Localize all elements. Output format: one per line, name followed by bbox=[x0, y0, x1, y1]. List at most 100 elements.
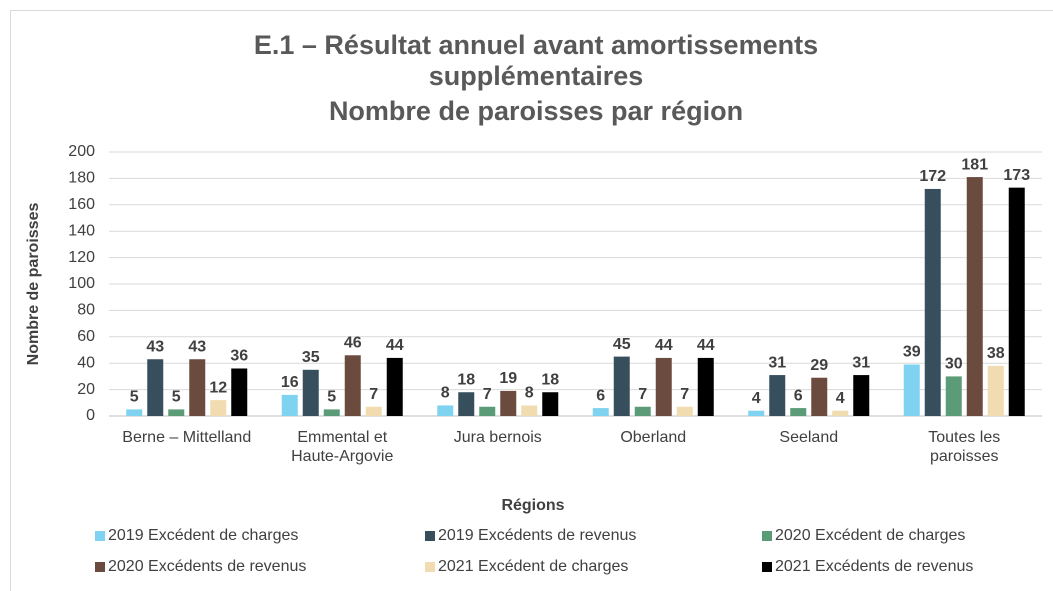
legend-label: 2021 Excédent de charges bbox=[438, 558, 628, 575]
bar bbox=[231, 368, 248, 416]
bar bbox=[966, 177, 983, 416]
legend-swatch bbox=[95, 562, 105, 572]
y-tick-label: 60 bbox=[77, 328, 95, 345]
bar bbox=[613, 356, 630, 416]
data-label: 46 bbox=[344, 334, 362, 351]
data-label: 12 bbox=[209, 379, 227, 396]
bar bbox=[748, 410, 765, 416]
y-tick-label: 100 bbox=[68, 275, 95, 292]
data-label: 18 bbox=[457, 371, 475, 388]
legend-swatch bbox=[425, 562, 435, 572]
y-tick-label: 80 bbox=[77, 302, 95, 319]
y-tick-label: 20 bbox=[77, 381, 95, 398]
bar bbox=[210, 400, 227, 416]
x-tick-label: Berne – Mittelland bbox=[122, 429, 252, 446]
data-label: 45 bbox=[613, 336, 631, 353]
bar bbox=[521, 405, 538, 416]
bar bbox=[987, 365, 1004, 416]
data-label: 19 bbox=[499, 370, 517, 387]
data-label: 7 bbox=[483, 386, 492, 403]
bar bbox=[769, 375, 786, 416]
bar bbox=[500, 390, 517, 416]
data-label: 5 bbox=[130, 389, 139, 406]
legend-swatch bbox=[95, 531, 105, 541]
data-label: 4 bbox=[836, 390, 845, 407]
chart-subtitle: Nombre de paroisses par région bbox=[328, 96, 744, 126]
data-label: 7 bbox=[638, 386, 647, 403]
data-label: 31 bbox=[852, 354, 870, 371]
chart-border bbox=[10, 10, 1053, 591]
legend-label: 2019 Excédents de revenus bbox=[438, 527, 636, 544]
bar bbox=[592, 408, 609, 416]
chart-title: E.1 – Résultat annuel avant amortissemen… bbox=[253, 30, 819, 91]
bar bbox=[365, 406, 382, 416]
bar bbox=[542, 392, 559, 416]
data-label: 29 bbox=[810, 357, 828, 374]
legend-label: 2020 Excédents de revenus bbox=[108, 558, 306, 575]
legend-label: 2020 Excédent de charges bbox=[775, 527, 965, 544]
data-label: 44 bbox=[655, 337, 673, 354]
data-label: 16 bbox=[281, 374, 299, 391]
data-label: 30 bbox=[945, 356, 963, 373]
bar bbox=[458, 392, 475, 416]
data-label: 8 bbox=[525, 385, 534, 402]
x-axis-label: Régions bbox=[501, 497, 564, 514]
bar bbox=[126, 409, 143, 416]
bar bbox=[853, 375, 870, 416]
data-label: 38 bbox=[987, 345, 1005, 362]
y-tick-label: 160 bbox=[68, 196, 95, 213]
x-tick-label: Jura bernois bbox=[453, 429, 542, 446]
y-tick-label: 180 bbox=[68, 170, 95, 187]
bar bbox=[903, 364, 920, 416]
y-tick-label: 200 bbox=[68, 143, 95, 160]
bar bbox=[168, 409, 185, 416]
data-label: 7 bbox=[369, 386, 378, 403]
data-label: 18 bbox=[541, 371, 559, 388]
data-label: 44 bbox=[386, 337, 404, 354]
y-axis-label: Nombre de paroisses bbox=[25, 203, 42, 366]
bar bbox=[147, 359, 164, 416]
y-tick-label: 0 bbox=[86, 407, 95, 424]
x-tick-label: Seeland bbox=[779, 429, 839, 446]
data-label: 4 bbox=[752, 390, 761, 407]
bar bbox=[344, 355, 361, 416]
bar bbox=[302, 369, 319, 416]
data-label: 173 bbox=[1003, 167, 1030, 184]
y-tick-label: 120 bbox=[68, 249, 95, 266]
data-label: 6 bbox=[596, 387, 605, 404]
y-tick-label: 140 bbox=[68, 222, 95, 239]
data-label: 39 bbox=[903, 344, 921, 361]
legend-label: 2019 Excédent de charges bbox=[108, 527, 298, 544]
data-label: 44 bbox=[697, 337, 715, 354]
data-label: 7 bbox=[680, 386, 689, 403]
data-label: 5 bbox=[172, 389, 181, 406]
data-label: 5 bbox=[327, 389, 336, 406]
data-label: 43 bbox=[146, 338, 164, 355]
bar bbox=[832, 410, 849, 416]
legend-swatch bbox=[425, 531, 435, 541]
data-label: 8 bbox=[441, 385, 450, 402]
legend-swatch bbox=[762, 531, 772, 541]
bar bbox=[437, 405, 454, 416]
bar bbox=[386, 357, 403, 416]
bar bbox=[790, 408, 807, 416]
legend-label: 2021 Excédents de revenus bbox=[775, 558, 973, 575]
data-label: 6 bbox=[794, 387, 803, 404]
legend-swatch bbox=[762, 562, 772, 572]
y-tick-label: 40 bbox=[77, 354, 95, 371]
bar bbox=[697, 357, 714, 416]
bar bbox=[655, 357, 672, 416]
data-label: 43 bbox=[188, 338, 206, 355]
bar bbox=[189, 359, 206, 416]
data-label: 35 bbox=[302, 349, 320, 366]
x-tick-label: Toutes les paroisses bbox=[928, 429, 1001, 465]
bar bbox=[945, 376, 962, 416]
data-label: 181 bbox=[961, 156, 988, 173]
data-label: 172 bbox=[919, 168, 946, 185]
data-label: 36 bbox=[230, 348, 248, 365]
bar bbox=[924, 188, 941, 416]
bar bbox=[634, 406, 651, 416]
bar bbox=[811, 377, 828, 416]
